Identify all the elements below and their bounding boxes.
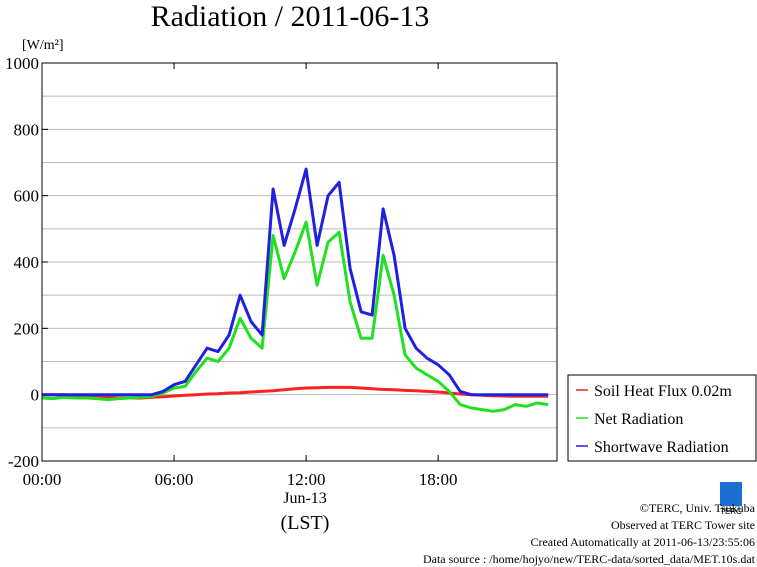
y-tick-label: -200	[8, 452, 39, 471]
chart-title: Radiation / 2011-06-13	[151, 0, 430, 33]
date-label: Jun-13	[283, 490, 327, 507]
data-line	[41, 220, 549, 413]
legend-box	[567, 374, 757, 462]
x-tick-label: 00:00	[23, 470, 62, 489]
y-tick-label: 0	[31, 386, 40, 405]
y-tick-label: 400	[14, 253, 40, 272]
x-tick-label: 06:00	[155, 470, 194, 489]
x-tick-label: 18:00	[419, 470, 458, 489]
legend-label: Shortwave Radiation	[594, 439, 729, 456]
plot-frame	[41, 62, 558, 462]
y-axis-label: [W/m²]	[22, 38, 64, 53]
footer-text: Created Automatically at 2011-06-13/23:5…	[530, 535, 755, 549]
y-tick-label: 800	[14, 120, 40, 139]
logo-text: TERC	[720, 507, 742, 516]
y-tick-label: 1000	[5, 54, 39, 73]
footer-text: Observed at TERC Tower site	[611, 518, 755, 532]
footer-text: Data source : /home/hojyo/new/TERC-data/…	[423, 552, 756, 566]
x-axis-label: (LST)	[281, 512, 330, 534]
y-tick-label: 200	[14, 319, 40, 338]
y-tick-label: 600	[14, 187, 40, 206]
footer-text: ©TERC, Univ. Tsukuba	[640, 501, 756, 515]
legend-label: Net Radiation	[594, 411, 683, 428]
x-tick-label: 12:00	[287, 470, 326, 489]
legend-label: Soil Heat Flux 0.02m	[594, 383, 732, 400]
logo-box	[720, 482, 742, 506]
data-line	[42, 167, 549, 397]
